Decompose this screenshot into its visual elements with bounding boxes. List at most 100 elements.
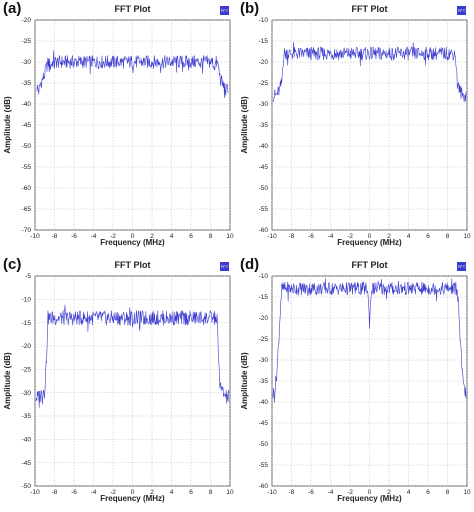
- y-tick-label: -25: [22, 38, 32, 45]
- y-tick-label: -55: [259, 462, 269, 469]
- chart-panel-d: (d) FFT Plot FFT -60 -55 -50 -45 -40 -35 -30 -25 -2…: [237, 256, 474, 512]
- plot-title: FFT Plot: [115, 260, 151, 270]
- y-tick-label: -20: [22, 17, 32, 24]
- x-tick-label: 6: [189, 233, 193, 240]
- x-tick-label: -4: [91, 233, 97, 240]
- y-tick-label: -55: [259, 206, 269, 213]
- y-tick-label: -45: [259, 420, 269, 427]
- x-axis-label: Frequency (MHz): [337, 494, 402, 503]
- y-tick-label: -20: [22, 343, 32, 350]
- legend-label: FFT: [221, 264, 229, 269]
- plot-title: FFT Plot: [352, 4, 388, 14]
- fft-chart-b: (b) FFT Plot FFT-60-55-50-45-40-35-30-25-2…: [240, 0, 471, 247]
- x-tick-label: -10: [267, 489, 277, 496]
- chart-panel-c: (c) FFT Plot FFT -50 -45 -40 -35 -30 -25 -20 -15 -1…: [0, 256, 237, 512]
- y-tick-label: -45: [22, 122, 32, 129]
- x-tick-label: 2: [387, 489, 391, 496]
- x-tick-label: -10: [30, 489, 40, 496]
- plot-title: FFT Plot: [115, 4, 151, 14]
- y-tick-label: -70: [22, 227, 32, 234]
- legend-label: FFT: [458, 264, 466, 269]
- x-tick-label: 8: [209, 233, 213, 240]
- x-tick-label: 2: [150, 233, 154, 240]
- x-tick-label: -6: [71, 489, 77, 496]
- legend-swatch: [220, 262, 229, 271]
- x-tick-label: 10: [463, 233, 471, 240]
- y-tick-label: -15: [259, 294, 269, 301]
- y-tick-label: -35: [22, 413, 32, 420]
- x-tick-label: -6: [71, 233, 77, 240]
- legend-label: FFT: [221, 8, 229, 13]
- y-tick-label: -40: [259, 143, 269, 150]
- y-tick-label: -50: [22, 143, 32, 150]
- y-tick-label: -60: [259, 483, 269, 490]
- x-tick-label: 0: [131, 489, 135, 496]
- y-axis-label: Amplitude (dB): [240, 96, 249, 154]
- y-tick-label: -50: [259, 185, 269, 192]
- y-tick-label: -45: [22, 460, 32, 467]
- x-tick-label: 4: [170, 233, 174, 240]
- x-tick-label: 6: [426, 233, 430, 240]
- legend-swatch: [457, 6, 466, 15]
- y-tick-label: -60: [259, 227, 269, 234]
- y-tick-label: -25: [22, 367, 32, 374]
- panel-label: (d): [240, 256, 259, 273]
- y-tick-label: -10: [22, 297, 32, 304]
- x-axis-label: Frequency (MHz): [100, 494, 165, 503]
- y-tick-label: -40: [22, 101, 32, 108]
- y-tick-label: -10: [259, 17, 269, 24]
- x-tick-label: 8: [446, 489, 450, 496]
- x-tick-label: -10: [30, 233, 40, 240]
- x-tick-label: -6: [308, 233, 314, 240]
- y-tick-label: -5: [25, 273, 31, 280]
- x-tick-label: 4: [407, 489, 411, 496]
- x-tick-label: 2: [150, 489, 154, 496]
- fft-series-line: [36, 50, 229, 99]
- y-tick-label: -35: [259, 122, 269, 129]
- x-tick-label: 6: [189, 489, 193, 496]
- y-tick-label: -15: [22, 320, 32, 327]
- x-tick-label: -2: [347, 489, 353, 496]
- y-tick-label: -30: [259, 357, 269, 364]
- y-axis-label: Amplitude (dB): [240, 352, 249, 410]
- x-tick-label: -2: [110, 489, 116, 496]
- x-tick-label: 6: [426, 489, 430, 496]
- x-tick-label: 2: [387, 233, 391, 240]
- y-tick-label: -20: [259, 315, 269, 322]
- x-tick-label: -8: [52, 489, 58, 496]
- y-tick-label: -65: [22, 206, 32, 213]
- y-tick-label: -55: [22, 164, 32, 171]
- y-tick-label: -25: [259, 80, 269, 87]
- panel-label: (c): [3, 256, 21, 273]
- legend-swatch: [457, 262, 466, 271]
- x-tick-label: -10: [267, 233, 277, 240]
- x-tick-label: -2: [110, 233, 116, 240]
- fft-series-line: [272, 42, 467, 103]
- x-tick-label: 10: [226, 233, 234, 240]
- x-tick-label: 0: [368, 233, 372, 240]
- y-tick-label: -20: [259, 59, 269, 66]
- y-tick-label: -35: [22, 80, 32, 87]
- x-tick-label: 10: [463, 489, 471, 496]
- fft-series-line: [35, 304, 230, 408]
- x-tick-label: 0: [368, 489, 372, 496]
- y-tick-label: -50: [259, 441, 269, 448]
- fft-chart-d: (d) FFT Plot FFT-60-55-50-45-40-35-30-25-2…: [240, 256, 471, 503]
- x-tick-label: 4: [407, 233, 411, 240]
- x-tick-label: -8: [289, 489, 295, 496]
- y-axis-label: Amplitude (dB): [3, 352, 12, 410]
- x-tick-label: -6: [308, 489, 314, 496]
- legend-label: FFT: [458, 8, 466, 13]
- chart-panel-b: (b) FFT Plot FFT -60 -55 -50 -45 -40 -35 -30 -25 -2…: [237, 0, 474, 256]
- x-tick-label: -8: [52, 233, 58, 240]
- y-tick-label: -50: [22, 483, 32, 490]
- x-tick-label: -2: [347, 233, 353, 240]
- fft-chart-c: (c) FFT Plot FFT-50-45-40-35-30-25-20-15-1…: [3, 256, 234, 503]
- y-tick-label: -10: [259, 273, 269, 280]
- x-tick-label: -8: [289, 233, 295, 240]
- y-tick-label: -30: [22, 59, 32, 66]
- y-tick-label: -30: [259, 101, 269, 108]
- x-tick-label: 0: [131, 233, 135, 240]
- x-tick-label: 10: [226, 489, 234, 496]
- y-tick-label: -60: [22, 185, 32, 192]
